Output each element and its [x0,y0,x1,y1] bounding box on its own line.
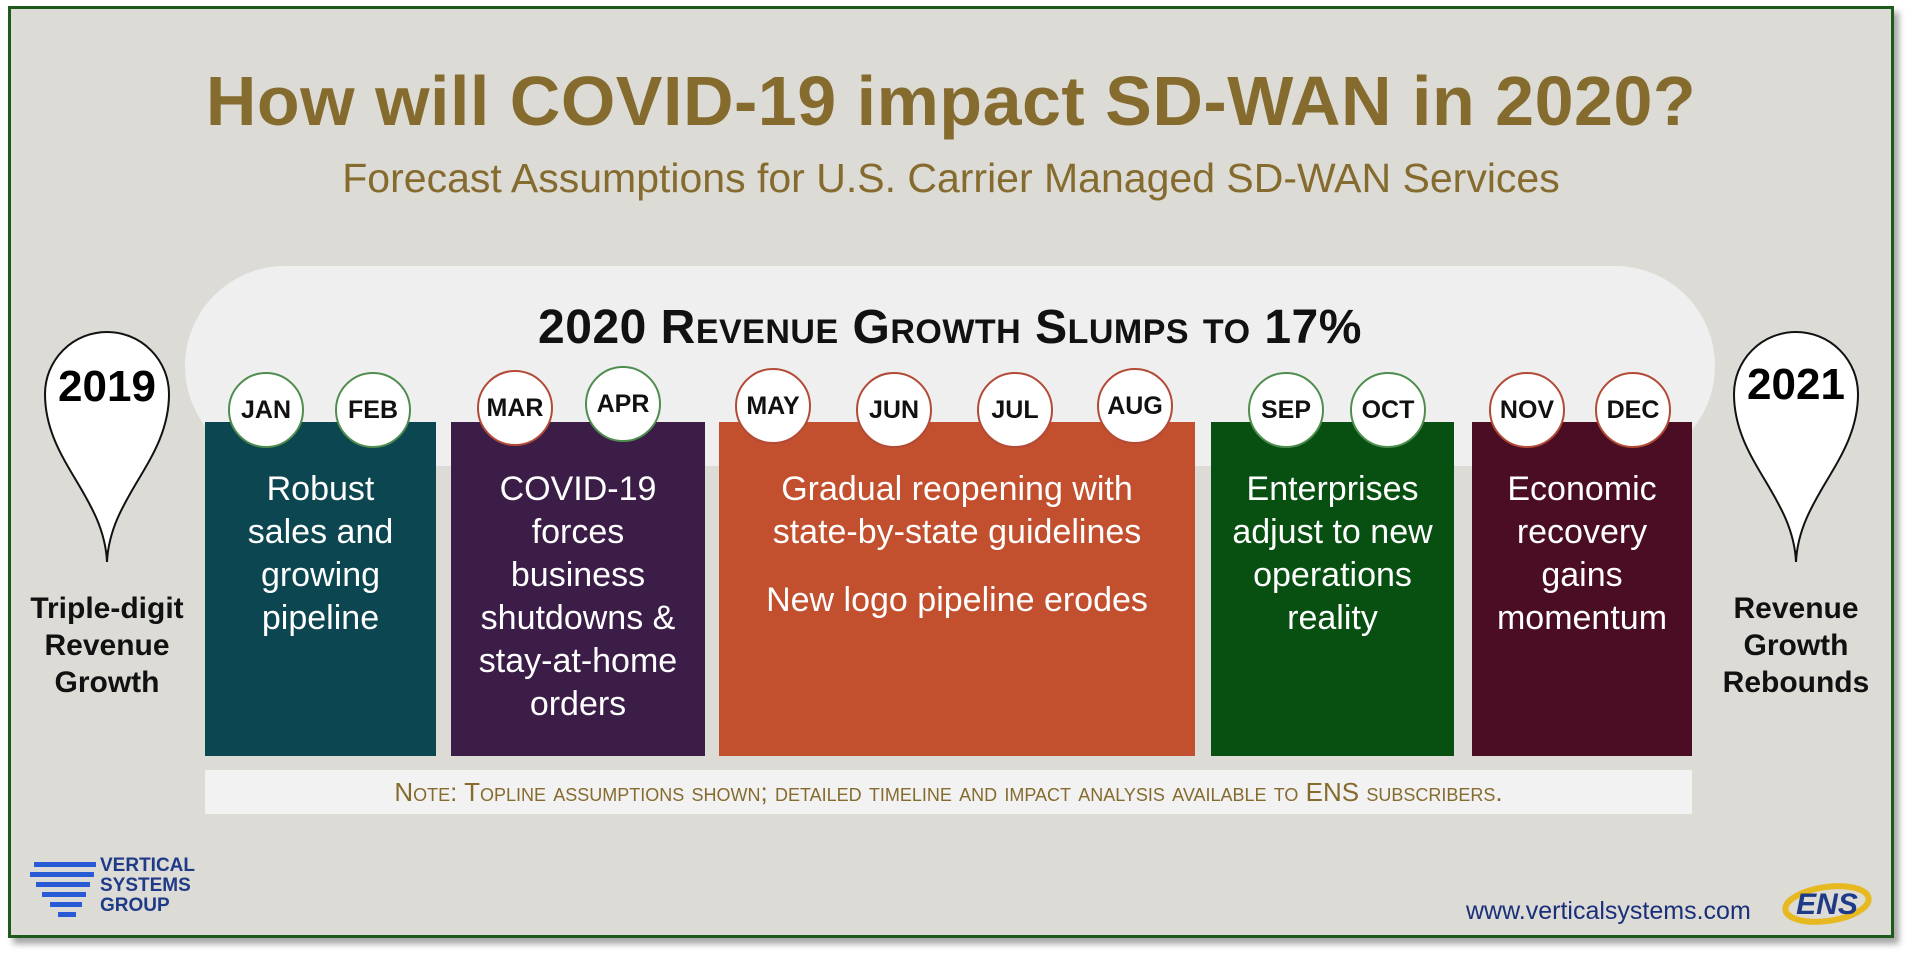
phase-line: adjust to new [1232,513,1433,551]
phase-line: momentum [1496,599,1668,637]
phase-line: pipeline [261,599,380,637]
left-caption-line: Growth [54,666,160,699]
vsg-logo-word: GROUP [100,895,170,916]
banner-headline: 2020 Revenue Growth Slumps to 17% [538,301,1362,354]
phase-line: business [510,556,646,594]
main-title: How will COVID-19 impact SD-WAN in 2020? [205,62,1697,140]
left-caption-line: Revenue [44,629,170,662]
phase-line: stay-at-home [478,642,678,680]
phase-line: COVID-19 [499,470,657,508]
month-jul: JUL [977,372,1053,448]
month-may: MAY [735,368,811,444]
phase-box-mar-apr: COVID-19 forces business shutdowns & sta… [451,422,705,756]
phase-box-may-aug: Gradual reopening with state-by-state gu… [719,422,1195,756]
phase-line: shutdowns & [480,599,676,637]
vsg-logo-word: VERTICAL [100,855,195,876]
phase-extra-line: New logo pipeline erodes [766,581,1148,619]
phase-line: operations [1253,556,1412,594]
year-2019-label: 2019 [58,362,156,411]
month-feb: FEB [335,372,411,448]
month-jun: JUN [856,372,932,448]
vsg-logo-lines-icon [30,862,96,917]
right-caption-line: Rebounds [1722,666,1870,699]
phase-line: growing [260,556,381,594]
left-caption: Triple-digit Revenue Growth [12,590,202,701]
month-dec: DEC [1595,372,1671,448]
phase-line: reality [1287,599,1378,637]
vsg-logo: VERTICAL SYSTEMS GROUP [30,856,210,926]
phase-line: forces [531,513,625,551]
phase-box-sep-oct: Enterprises adjust to new operations rea… [1211,422,1454,756]
right-caption-line: Revenue [1733,592,1859,625]
month-aug: AUG [1097,368,1173,444]
phase-box-nov-dec: Economic recovery gains momentum [1472,422,1692,756]
phase-line: orders [529,685,627,723]
phase-line: Robust [266,470,375,508]
right-caption-line: Growth [1743,629,1849,662]
ens-logo: ENS [1782,883,1872,925]
phase-box-jan-feb: Robust sales and growing pipeline [205,422,436,756]
month-jan: JAN [228,372,304,448]
phase-line: state-by-state guidelines [772,513,1142,551]
vsg-logo-word: SYSTEMS [100,875,191,896]
map-pin-2019-icon [43,331,171,563]
phase-line: Enterprises [1246,470,1419,508]
website-link[interactable]: www.verticalsystems.com [1466,897,1751,925]
subtitle: Forecast Assumptions for U.S. Carrier Ma… [342,155,1560,201]
month-oct: OCT [1350,372,1426,448]
month-nov: NOV [1489,372,1565,448]
ens-logo-text: ENS [1796,888,1858,921]
left-caption-line: Triple-digit [30,592,184,625]
right-caption: Revenue Growth Rebounds [1701,590,1891,701]
phase-line: gains [1541,556,1623,594]
vsg-logo-text: VERTICAL SYSTEMS GROUP [100,856,195,916]
phase-line: recovery [1516,513,1648,551]
month-mar: MAR [477,370,553,446]
year-2021-label: 2021 [1747,360,1845,409]
footnote: Note: Topline assumptions shown; detaile… [205,770,1692,814]
month-apr: APR [585,366,661,442]
phase-line: Gradual reopening with [781,470,1133,508]
phase-line: sales and [247,513,394,551]
month-sep: SEP [1248,372,1324,448]
phase-line: Economic [1507,470,1657,508]
map-pin-2021-icon [1732,331,1860,563]
